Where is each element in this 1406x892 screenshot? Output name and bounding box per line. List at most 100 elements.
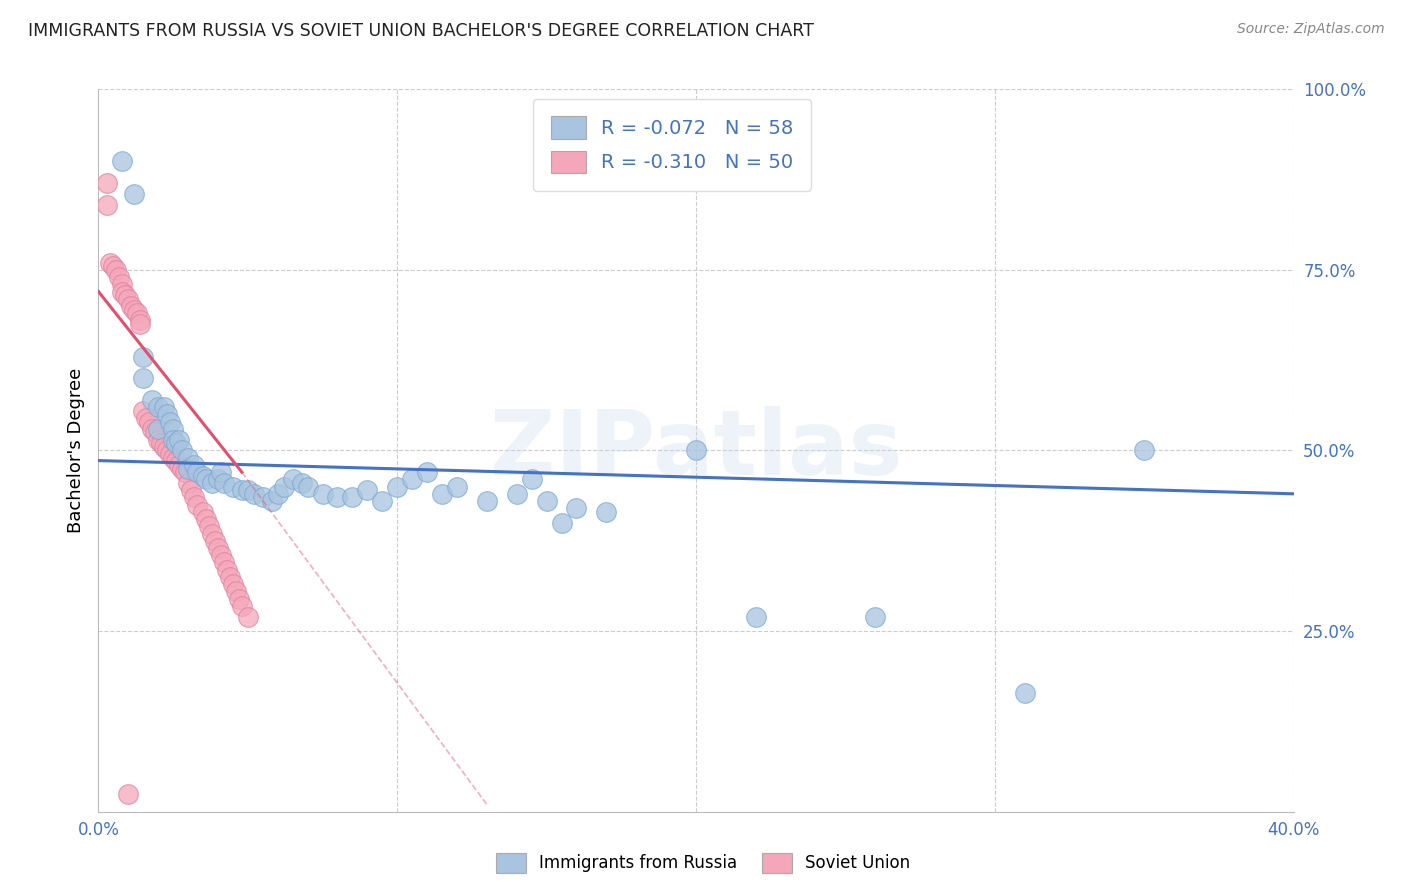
Point <box>120 299 142 313</box>
Point <box>231 599 253 613</box>
Point <box>177 450 200 465</box>
Point <box>172 461 194 475</box>
Point <box>209 548 232 562</box>
Point <box>103 259 125 273</box>
Point <box>356 483 378 498</box>
Point <box>195 472 218 486</box>
Point <box>141 392 163 407</box>
Point <box>430 487 453 501</box>
Point <box>371 494 394 508</box>
Point <box>96 176 118 190</box>
Point <box>159 447 181 461</box>
Point <box>416 465 439 479</box>
Point <box>159 415 181 429</box>
Point <box>174 465 197 479</box>
Point <box>135 411 157 425</box>
Point <box>96 198 118 212</box>
Point <box>180 483 202 498</box>
Point <box>198 519 221 533</box>
Point <box>311 487 333 501</box>
Point <box>565 501 588 516</box>
Point <box>342 491 364 505</box>
Point <box>291 475 314 490</box>
Point <box>132 350 155 364</box>
Point <box>385 480 409 494</box>
Point <box>183 458 205 472</box>
Point <box>207 472 229 486</box>
Point <box>1014 685 1036 699</box>
Point <box>165 436 187 450</box>
Point <box>138 415 160 429</box>
Point <box>595 505 617 519</box>
Point <box>177 475 200 490</box>
Point <box>207 541 229 555</box>
Point <box>148 433 170 447</box>
Point <box>117 292 139 306</box>
Point <box>215 563 238 577</box>
Legend: R = -0.072   N = 58, R = -0.310   N = 50: R = -0.072 N = 58, R = -0.310 N = 50 <box>533 99 811 191</box>
Point <box>111 277 134 292</box>
Point <box>550 516 572 530</box>
Point <box>195 512 218 526</box>
Point <box>225 584 247 599</box>
Point <box>141 422 163 436</box>
Point <box>201 526 224 541</box>
Point <box>260 494 283 508</box>
Point <box>191 505 214 519</box>
Point <box>156 407 179 421</box>
Point <box>111 154 134 169</box>
Point <box>236 483 259 498</box>
Point <box>132 403 155 417</box>
Point <box>132 371 155 385</box>
Point <box>222 577 245 591</box>
Point <box>201 475 224 490</box>
Point <box>111 285 134 299</box>
Point <box>267 487 290 501</box>
Point <box>153 440 176 454</box>
Point <box>401 472 423 486</box>
Point <box>865 609 887 624</box>
Point <box>98 255 122 269</box>
Point <box>124 186 146 201</box>
Point <box>143 425 166 440</box>
Y-axis label: Bachelor's Degree: Bachelor's Degree <box>66 368 84 533</box>
Point <box>148 422 170 436</box>
Point <box>326 491 349 505</box>
Point <box>745 609 768 624</box>
Point <box>446 480 468 494</box>
Point <box>1133 443 1156 458</box>
Point <box>228 591 250 606</box>
Point <box>162 433 184 447</box>
Point <box>114 288 136 302</box>
Point <box>273 480 295 494</box>
Text: Source: ZipAtlas.com: Source: ZipAtlas.com <box>1237 22 1385 37</box>
Point <box>281 472 304 486</box>
Point <box>204 533 226 548</box>
Point <box>153 400 176 414</box>
Point <box>475 494 498 508</box>
Point <box>186 465 208 479</box>
Point <box>129 313 152 327</box>
Point <box>162 450 184 465</box>
Point <box>236 609 259 624</box>
Point <box>117 787 139 801</box>
Point <box>685 443 707 458</box>
Point <box>231 483 253 498</box>
Point <box>183 491 205 505</box>
Point <box>252 491 274 505</box>
Point <box>127 306 149 320</box>
Point <box>124 302 146 317</box>
Point <box>219 570 242 584</box>
Point <box>243 487 266 501</box>
Point <box>222 480 245 494</box>
Point <box>209 465 232 479</box>
Point <box>191 468 214 483</box>
Point <box>167 433 190 447</box>
Point <box>506 487 529 501</box>
Text: ZIPatlas: ZIPatlas <box>489 407 903 494</box>
Point <box>186 498 208 512</box>
Point <box>162 422 184 436</box>
Point <box>108 270 131 285</box>
Point <box>165 454 187 468</box>
Point <box>172 443 194 458</box>
